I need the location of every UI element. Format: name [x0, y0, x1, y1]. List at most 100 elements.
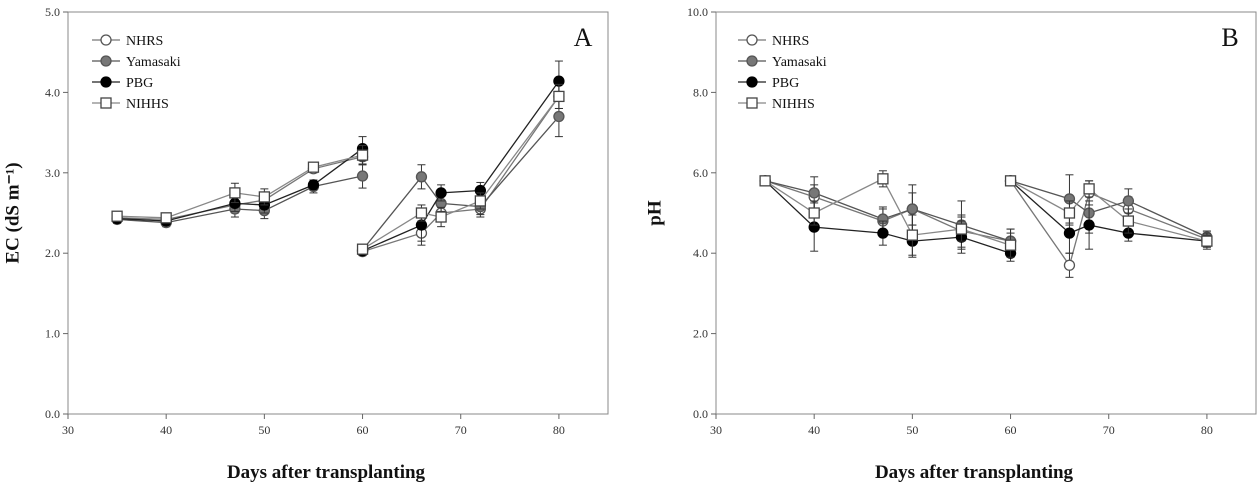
series-line: [117, 148, 363, 222]
panel-label: A: [574, 23, 593, 52]
y-tick-label: 3.0: [45, 166, 60, 180]
legend-marker: [746, 76, 758, 88]
x-tick-label: 60: [1005, 423, 1017, 437]
legend-label: PBG: [126, 76, 153, 91]
data-point: [356, 170, 369, 182]
legend-marker: [746, 34, 758, 46]
x-tick-label: 40: [808, 423, 820, 437]
y-tick-label: 0.0: [45, 407, 60, 421]
legend-item-pbg: PBG: [92, 76, 153, 91]
legend-item-nihhs: NIHHS: [738, 97, 815, 112]
data-point: [553, 110, 565, 123]
y-tick-label: 5.0: [45, 5, 60, 19]
y-tick-label: 2.0: [693, 327, 708, 341]
x-axis-label: Days after transplanting: [227, 462, 426, 483]
legend-item-nhrs: NHRS: [738, 34, 809, 49]
plot-frame: [715, 11, 1257, 415]
legend-marker: [100, 97, 112, 109]
x-tick-label: 30: [62, 423, 74, 437]
x-tick-label: 80: [553, 423, 565, 437]
data-point: [1083, 183, 1095, 195]
x-axis-label: Days after transplanting: [875, 462, 1074, 483]
data-point: [808, 207, 820, 219]
legend-marker: [746, 55, 758, 67]
data-point: [877, 173, 889, 185]
y-tick-label: 1.0: [45, 327, 60, 341]
x-tick-label: 80: [1201, 423, 1213, 437]
y-tick-label: 4.0: [693, 246, 708, 260]
legend-item-pbg: PBG: [738, 76, 799, 91]
legend-label: Yamasaki: [126, 55, 181, 70]
x-tick-label: 30: [710, 423, 722, 437]
series-line: [117, 175, 363, 224]
data-point: [877, 227, 889, 239]
data-point: [435, 187, 447, 199]
series-nihhs: [759, 170, 1213, 258]
y-tick-label: 10.0: [687, 5, 708, 19]
data-point: [1004, 239, 1017, 251]
data-point: [906, 203, 919, 215]
data-point: [415, 207, 428, 219]
data-point: [1004, 175, 1017, 187]
data-point: [307, 161, 320, 173]
series-line: [117, 156, 363, 221]
plot-frame: [67, 11, 609, 415]
series-line: [764, 180, 1011, 254]
legend-label: NHRS: [126, 34, 163, 49]
x-tick-label: 40: [160, 423, 172, 437]
legend-label: NIHHS: [772, 97, 815, 112]
data-point: [435, 211, 447, 223]
legend-item-yamasaki: Yamasaki: [738, 55, 827, 70]
panel-label: B: [1221, 23, 1238, 52]
chart-panel-A: 0.0 1.0 2.0 3.0 4.0 5.0 30 40 50 60 70 80 EC (dS m⁻¹…: [2, 5, 609, 483]
chart-panel-B: 0.0 2.0 4.0 6.0 8.0 10.0 30 40 50 60 70 80 pH Days af…: [644, 5, 1257, 483]
x-tick-label: 70: [455, 423, 467, 437]
legend-marker: [100, 34, 112, 46]
data-point: [1201, 235, 1213, 247]
data-point: [356, 243, 369, 255]
legend-label: NIHHS: [126, 97, 169, 112]
data-point: [160, 212, 172, 224]
series-line: [764, 180, 1011, 242]
data-point: [356, 149, 369, 161]
data-point: [307, 179, 320, 191]
data-point: [229, 187, 241, 199]
series-nihhs: [111, 83, 565, 255]
legend-item-nihhs: NIHHS: [92, 97, 169, 112]
data-point: [808, 187, 820, 199]
series-line: [764, 180, 1011, 242]
data-point: [1083, 219, 1095, 231]
legend-label: Yamasaki: [772, 55, 827, 70]
series-line: [117, 154, 363, 219]
y-tick-label: 8.0: [693, 85, 708, 99]
data-point: [1063, 259, 1076, 271]
legend-marker: [746, 97, 758, 109]
data-point: [474, 195, 487, 207]
data-point: [258, 191, 271, 203]
y-tick-label: 4.0: [45, 85, 60, 99]
data-point: [415, 171, 428, 183]
legend-marker: [100, 76, 112, 88]
x-tick-label: 60: [357, 423, 369, 437]
chart-panels: 0.0 1.0 2.0 3.0 4.0 5.0 30 40 50 60 70 80 EC (dS m⁻¹…: [2, 5, 1257, 483]
y-tick-label: 0.0: [693, 407, 708, 421]
data-point: [1122, 215, 1135, 227]
data-point: [955, 223, 968, 235]
data-point: [553, 90, 565, 103]
y-tick-label: 6.0: [693, 166, 708, 180]
legend-label: PBG: [772, 76, 799, 91]
y-axis-label: EC (dS m⁻¹): [2, 162, 23, 263]
series-line: [764, 177, 1011, 246]
data-point: [1063, 207, 1076, 219]
legend-item-nhrs: NHRS: [92, 34, 163, 49]
legend-marker: [100, 55, 112, 67]
legend-item-yamasaki: Yamasaki: [92, 55, 181, 70]
legend-label: NHRS: [772, 34, 809, 49]
x-tick-label: 50: [906, 423, 918, 437]
x-tick-label: 70: [1103, 423, 1115, 437]
y-axis-label: pH: [644, 200, 665, 226]
y-tick-label: 2.0: [45, 246, 60, 260]
data-point: [415, 219, 428, 231]
